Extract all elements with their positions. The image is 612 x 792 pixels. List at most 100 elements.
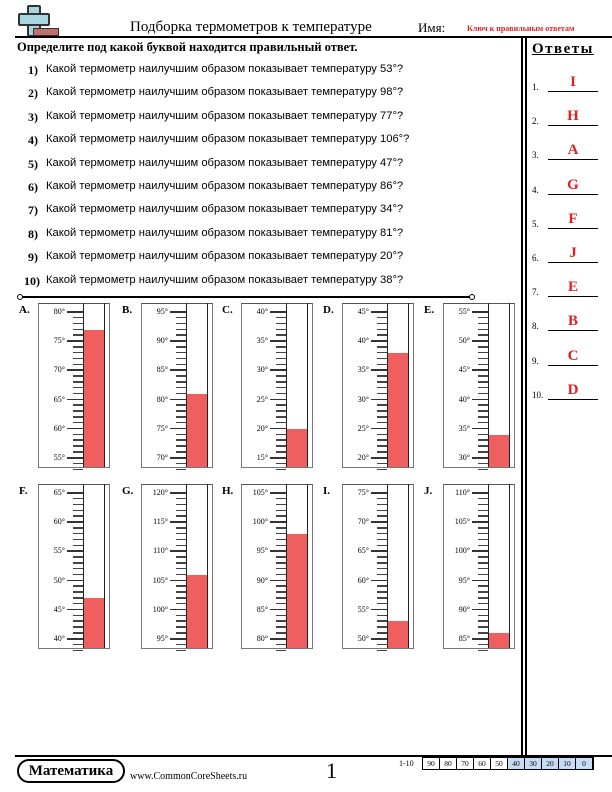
tick-mark bbox=[377, 544, 387, 547]
tick-mark bbox=[478, 497, 488, 500]
scale-label: 40° bbox=[458, 394, 470, 404]
scale-label: 40° bbox=[53, 634, 65, 643]
tick-mark bbox=[276, 462, 286, 465]
tick-mark bbox=[472, 340, 488, 342]
tick-mark bbox=[478, 451, 488, 453]
score-label: 1-10 bbox=[399, 759, 414, 768]
scale-label: 15° bbox=[256, 453, 268, 462]
scale-label: 95° bbox=[156, 634, 168, 643]
thermometer-tube bbox=[286, 484, 308, 648]
tick-mark bbox=[67, 492, 83, 494]
tick-mark bbox=[176, 591, 186, 593]
tick-mark bbox=[377, 328, 387, 331]
scale-label: 25° bbox=[256, 394, 268, 404]
tick-mark bbox=[478, 334, 488, 336]
scale-label: 85° bbox=[458, 634, 470, 643]
separator-line bbox=[20, 296, 472, 298]
score-cell: 40 bbox=[508, 758, 525, 769]
tick-mark bbox=[67, 369, 83, 371]
tick-mark bbox=[270, 550, 286, 552]
header-divider bbox=[15, 36, 612, 38]
tick-mark bbox=[73, 439, 83, 441]
tick-mark bbox=[176, 497, 186, 500]
tick-mark bbox=[377, 620, 387, 622]
scale-label: 60° bbox=[53, 423, 65, 433]
tick-mark bbox=[472, 638, 488, 640]
thermometer: 40° 35° 30° 25° 20° 15° bbox=[241, 303, 313, 471]
tick-mark bbox=[176, 556, 186, 558]
tick-mark bbox=[276, 421, 286, 424]
tick-mark bbox=[276, 392, 286, 395]
thermometer: 120° 115° 110° 105° 100° 95° bbox=[141, 484, 213, 652]
question-text: Какой термометр наилучшим образом показы… bbox=[46, 250, 404, 263]
tick-mark bbox=[170, 608, 186, 611]
thermometer-tube bbox=[387, 303, 409, 467]
tick-mark bbox=[472, 492, 488, 494]
tick-mark bbox=[270, 608, 286, 611]
tick-mark bbox=[478, 316, 488, 319]
score-cell: 90 bbox=[423, 758, 440, 769]
scale-label: 55° bbox=[53, 546, 65, 556]
scale-label: 40° bbox=[357, 336, 369, 346]
tick-mark bbox=[478, 515, 488, 517]
answer-key-label: Ключ к правильным ответам bbox=[467, 24, 575, 33]
tick-mark bbox=[377, 597, 387, 599]
tick-mark bbox=[478, 439, 488, 441]
tick-mark bbox=[170, 457, 186, 459]
tick-mark bbox=[176, 602, 186, 605]
scale-label: 85° bbox=[156, 365, 168, 375]
tick-mark bbox=[276, 445, 286, 447]
tick-mark bbox=[377, 381, 387, 383]
tick-mark bbox=[276, 597, 286, 599]
thermometer: 110° 105° 100° 95° 90° 85° bbox=[443, 484, 515, 652]
answer-line: 1. I bbox=[532, 72, 608, 92]
scale-label: 45° bbox=[53, 604, 65, 614]
tick-mark bbox=[170, 427, 186, 430]
tick-mark bbox=[73, 626, 83, 628]
tick-mark bbox=[73, 597, 83, 599]
thermometer-letter: H. bbox=[222, 485, 234, 497]
tick-mark bbox=[73, 410, 83, 412]
tick-mark bbox=[478, 532, 488, 535]
tick-mark bbox=[478, 573, 488, 576]
tick-mark bbox=[478, 351, 488, 354]
tick-mark bbox=[170, 311, 186, 313]
scale-label: 100° bbox=[252, 517, 268, 527]
tick-mark bbox=[276, 416, 286, 418]
scale-label: 30° bbox=[256, 365, 268, 375]
tick-mark bbox=[478, 585, 488, 587]
tick-mark bbox=[377, 375, 387, 377]
tick-mark bbox=[73, 649, 83, 652]
score-cell: 10 bbox=[559, 758, 576, 769]
tick-mark bbox=[478, 375, 488, 377]
tick-mark bbox=[176, 562, 186, 564]
tick-mark bbox=[170, 521, 186, 523]
tick-mark bbox=[377, 404, 387, 406]
thermometer-tube bbox=[286, 303, 308, 467]
thermometer: 105° 100° 95° 90° 85° 80° bbox=[241, 484, 313, 652]
thermometer-letter: I. bbox=[323, 485, 331, 497]
tick-mark bbox=[478, 363, 488, 366]
tick-mark bbox=[478, 527, 488, 529]
scale-label: 55° bbox=[53, 453, 65, 462]
scale-label: 90° bbox=[156, 336, 168, 346]
tick-mark bbox=[176, 316, 186, 319]
scale-label: 60° bbox=[357, 575, 369, 585]
question-text: Какой термометр наилучшим образом показы… bbox=[46, 226, 404, 239]
tick-mark bbox=[377, 410, 387, 412]
tick-mark bbox=[73, 538, 83, 541]
tick-mark bbox=[176, 597, 186, 599]
scale-label: 95° bbox=[156, 307, 168, 316]
tick-mark bbox=[176, 357, 186, 360]
tick-mark bbox=[176, 421, 186, 424]
answer-number: 2. bbox=[532, 116, 539, 127]
thermometer-letter: D. bbox=[323, 304, 334, 316]
thermometer-fill bbox=[489, 434, 509, 467]
tick-mark bbox=[73, 322, 83, 325]
tick-mark bbox=[176, 410, 186, 412]
tick-mark bbox=[478, 649, 488, 652]
tick-mark bbox=[73, 515, 83, 517]
answer-letter: I bbox=[548, 73, 598, 92]
tick-mark bbox=[276, 346, 286, 348]
tick-mark bbox=[276, 386, 286, 389]
